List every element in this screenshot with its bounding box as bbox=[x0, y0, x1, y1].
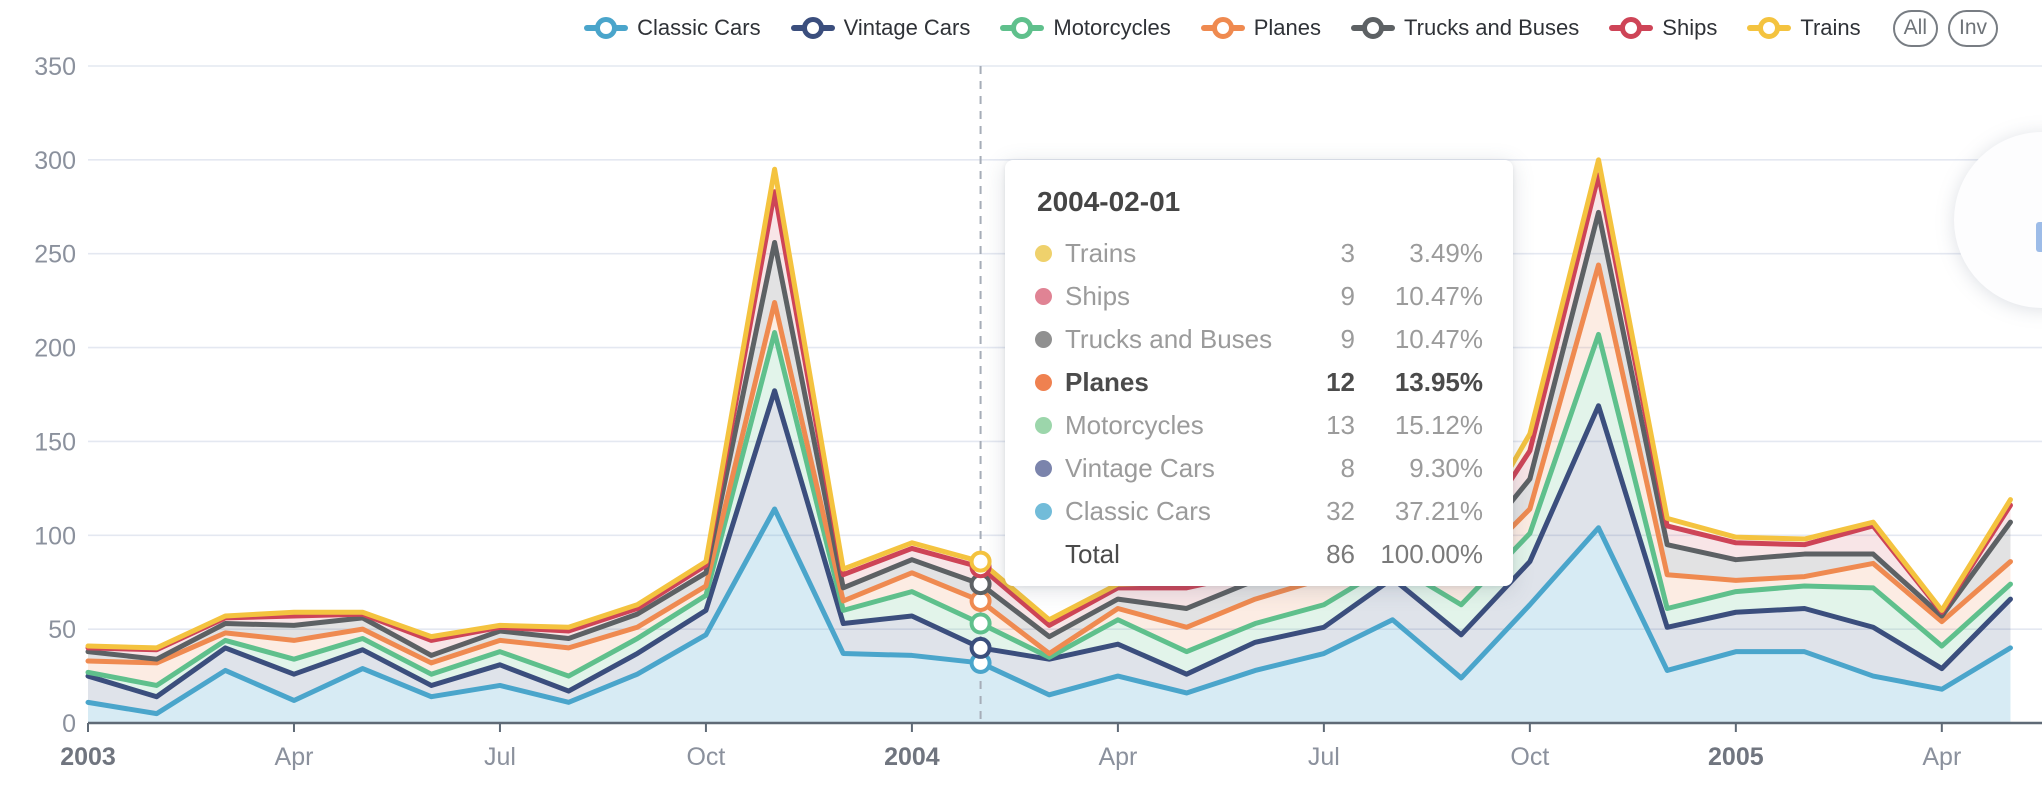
area-vintage-cars bbox=[88, 390, 2011, 714]
area-classic-cars bbox=[88, 509, 2011, 723]
tooltip-series-value: 86 bbox=[1326, 539, 1355, 569]
highlight-point-vintage-cars bbox=[969, 636, 992, 659]
y-axis-label-150: 150 bbox=[34, 428, 76, 456]
x-axis-label-jul: Jul bbox=[484, 743, 516, 771]
tooltip-series-value: 13 bbox=[1326, 410, 1355, 440]
tooltip-row-classic-cars: Classic Cars 32 37.21% bbox=[1035, 490, 1483, 533]
area-planes bbox=[88, 264, 2011, 686]
tooltip-row-trucks-and-buses: Trucks and Buses 9 10.47% bbox=[1035, 318, 1483, 361]
tooltip-series-percent: 13.95% bbox=[1394, 367, 1483, 397]
tooltip-row-ships: Ships 9 10.47% bbox=[1035, 275, 1483, 318]
tooltip-series-label: Vintage Cars bbox=[1065, 453, 1215, 483]
line-series-icon bbox=[1747, 17, 1792, 39]
chart-tooltip: 2004-02-01 Trains 3 3.49% Ships 9 10.47% Truck… bbox=[1005, 160, 1513, 586]
legend-item-label: Trucks and Buses bbox=[1404, 15, 1580, 40]
x-axis-label-apr: Apr bbox=[1922, 743, 1961, 771]
x-axis-label-2005: 2005 bbox=[1708, 743, 1764, 771]
tooltip-date-title: 2004-02-01 bbox=[1037, 186, 1181, 217]
line-ships bbox=[85, 172, 2013, 653]
tooltip-series-value: 12 bbox=[1326, 367, 1355, 397]
legend-item-trains[interactable]: Trains bbox=[1747, 15, 1861, 41]
legend-item-classic-cars[interactable]: Classic Cars bbox=[584, 15, 761, 41]
tooltip-row-total: Total 86 100.00% bbox=[1035, 533, 1483, 576]
tooltip-series-percent: 10.47% bbox=[1394, 324, 1483, 354]
x-axis-label-jul: Jul bbox=[1308, 743, 1340, 771]
tooltip-series-label: Classic Cars bbox=[1065, 496, 1211, 526]
right-edge-widget-icon bbox=[2036, 222, 2042, 252]
legend-select-all-button[interactable]: All bbox=[1892, 9, 1938, 47]
legend-item-trucks-and-buses[interactable]: Trucks and Buses bbox=[1351, 15, 1579, 41]
highlight-point-motorcycles bbox=[969, 612, 992, 635]
no-dot-spacer bbox=[1035, 546, 1052, 563]
tooltip-row-planes: Planes 12 13.95% bbox=[1035, 361, 1483, 404]
tooltip-series-label: Ships bbox=[1065, 281, 1131, 311]
y-axis-label-0: 0 bbox=[62, 710, 76, 738]
series-dot-icon bbox=[1035, 460, 1052, 477]
line-series-icon bbox=[790, 17, 835, 39]
line-planes bbox=[85, 262, 2013, 666]
line-trucks-and-buses bbox=[85, 209, 2013, 662]
tooltip-series-value: 9 bbox=[1340, 324, 1355, 354]
series-dot-icon bbox=[1035, 331, 1052, 348]
tooltip-series-label: Trucks and Buses bbox=[1065, 324, 1273, 354]
tooltip-series-value: 32 bbox=[1326, 496, 1355, 526]
tooltip-series-label: Planes bbox=[1065, 367, 1149, 397]
x-axis-label-apr: Apr bbox=[1098, 743, 1137, 771]
series-dot-icon bbox=[1035, 288, 1052, 305]
legend-item-ships[interactable]: Ships bbox=[1609, 15, 1717, 41]
legend-item-vintage-cars[interactable]: Vintage Cars bbox=[790, 15, 971, 41]
legend-invert-button[interactable]: Inv bbox=[1947, 9, 1998, 47]
legend-item-label: Vintage Cars bbox=[843, 15, 971, 40]
x-axis-label-2004: 2004 bbox=[884, 743, 940, 771]
y-axis-label-200: 200 bbox=[34, 335, 76, 363]
line-series-icon bbox=[1200, 17, 1245, 39]
tooltip-series-value: 9 bbox=[1340, 281, 1355, 311]
highlight-point-trains bbox=[969, 550, 992, 573]
tooltip-row-vintage-cars: Vintage Cars 8 9.30% bbox=[1035, 447, 1483, 490]
tooltip-series-value: 3 bbox=[1340, 238, 1355, 268]
x-axis-label-apr: Apr bbox=[275, 743, 314, 771]
y-axis-label-350: 350 bbox=[34, 53, 76, 81]
tooltip-series-value: 8 bbox=[1340, 453, 1355, 483]
line-series-icon bbox=[584, 17, 629, 39]
series-dot-icon bbox=[1035, 503, 1052, 520]
y-axis-label-300: 300 bbox=[34, 147, 76, 175]
tooltip-series-percent: 100.00% bbox=[1380, 539, 1483, 569]
tooltip-row-trains: Trains 3 3.49% bbox=[1035, 232, 1483, 275]
tooltip-series-label: Motorcycles bbox=[1065, 410, 1204, 440]
y-axis-label-250: 250 bbox=[34, 241, 76, 269]
y-axis-label-100: 100 bbox=[34, 522, 76, 550]
y-axis-label-50: 50 bbox=[48, 616, 76, 644]
legend-item-motorcycles[interactable]: Motorcycles bbox=[1000, 15, 1171, 41]
tooltip-series-percent: 3.49% bbox=[1409, 238, 1483, 268]
legend-item-label: Trains bbox=[1800, 15, 1861, 40]
legend-item-label: Motorcycles bbox=[1053, 15, 1171, 40]
line-series-icon bbox=[1000, 17, 1045, 39]
tooltip-series-percent: 15.12% bbox=[1394, 410, 1483, 440]
line-classic-cars bbox=[85, 506, 2013, 717]
tooltip-series-label: Trains bbox=[1065, 238, 1137, 268]
series-dot-icon bbox=[1035, 245, 1052, 262]
tooltip-series-label: Total bbox=[1065, 539, 1120, 569]
area-motorcycles bbox=[88, 332, 2011, 697]
series-dot-icon bbox=[1035, 417, 1052, 434]
x-axis-label-oct: Oct bbox=[686, 743, 725, 771]
tooltip-series-percent: 37.21% bbox=[1394, 496, 1483, 526]
legend-item-label: Classic Cars bbox=[637, 15, 761, 40]
line-series-icon bbox=[1609, 17, 1654, 39]
tooltip-series-percent: 10.47% bbox=[1394, 281, 1483, 311]
legend-item-label: Planes bbox=[1253, 15, 1322, 40]
legend-item-planes[interactable]: Planes bbox=[1200, 15, 1322, 41]
line-series-icon bbox=[1351, 17, 1396, 39]
line-motorcycles bbox=[85, 330, 2013, 688]
series-dot-icon bbox=[1035, 374, 1052, 391]
x-axis-label-oct: Oct bbox=[1510, 743, 1549, 771]
chart-legend: Classic Cars Vintage Cars Motorcycles Plane… bbox=[584, 9, 1998, 47]
tooltip-row-motorcycles: Motorcycles 13 15.12% bbox=[1035, 404, 1483, 447]
line-trains bbox=[85, 157, 2013, 651]
x-axis-label-2003: 2003 bbox=[60, 743, 116, 771]
legend-item-label: Ships bbox=[1662, 15, 1718, 40]
tooltip-series-percent: 9.30% bbox=[1409, 453, 1483, 483]
